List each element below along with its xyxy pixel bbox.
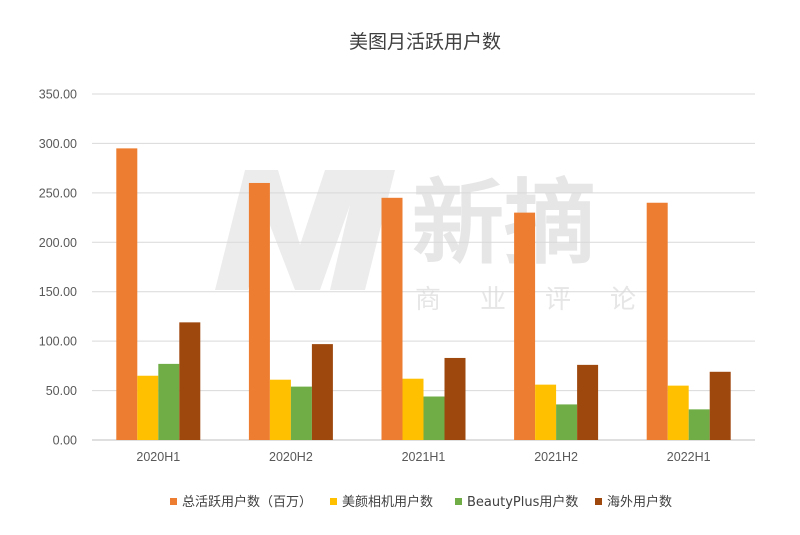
bar (248, 182, 270, 440)
x-tick-label: 2020H1 (136, 450, 180, 464)
bar (137, 375, 159, 440)
legend-swatch (330, 498, 337, 505)
legend-label: 海外用户数 (607, 494, 672, 510)
y-tick-label: 50.00 (46, 384, 77, 398)
bars (116, 148, 731, 440)
gridlines (92, 93, 755, 441)
y-tick-label: 100.00 (39, 335, 77, 349)
bar (535, 384, 557, 440)
x-axis-ticks: 2020H1 2020H2 2021H1 2021H2 2022H1 (136, 450, 710, 464)
watermark-subtitle-2: 业 (480, 285, 506, 315)
x-tick-label: 2020H2 (269, 450, 313, 464)
bar (158, 363, 180, 440)
watermark-subtitle-1: 商 (415, 285, 441, 315)
legend-swatch (170, 498, 177, 505)
watermark-subtitle-3: 评 (545, 285, 571, 315)
x-tick-label: 2021H2 (534, 450, 578, 464)
bar (116, 148, 138, 440)
legend-label: BeautyPlus用户数 (467, 494, 578, 510)
legend-label: 美颜相机用户数 (342, 494, 433, 510)
bar (688, 409, 710, 440)
bar (667, 385, 689, 440)
x-tick-label: 2021H1 (402, 450, 446, 464)
y-tick-label: 0.00 (53, 434, 77, 448)
bar (577, 364, 599, 440)
bar (269, 379, 291, 440)
bar (709, 371, 731, 440)
bar (423, 396, 445, 440)
watermark-logo-text: 新摘 (412, 170, 596, 277)
bar (290, 386, 312, 440)
chart-title: 美图月活跃用户数 (349, 31, 501, 53)
y-tick-label: 200.00 (39, 236, 77, 250)
y-tick-label: 300.00 (39, 137, 77, 151)
x-tick-label: 2022H1 (667, 450, 711, 464)
y-tick-label: 350.00 (39, 88, 77, 102)
bar (556, 404, 578, 440)
bar (381, 197, 403, 440)
legend-swatch (455, 498, 462, 505)
bar (444, 357, 466, 440)
bar (646, 202, 668, 440)
bar (514, 212, 536, 440)
watermark-subtitle-4: 论 (610, 285, 636, 315)
legend-label: 总活跃用户数（百万） (182, 494, 312, 510)
legend-swatch (595, 498, 602, 505)
y-axis-ticks: 0.00 50.00 100.00 150.00 200.00 250.00 300.00 3… (39, 88, 77, 448)
bar (179, 322, 201, 440)
y-tick-label: 250.00 (39, 186, 77, 200)
legend: 总活跃用户数（百万） 美颜相机用户数 BeautyPlus用户数 海外用户数 (170, 494, 672, 510)
y-tick-label: 150.00 (39, 285, 77, 299)
bar (402, 378, 424, 440)
bar (311, 344, 333, 440)
watermark-m-logo (215, 170, 395, 290)
